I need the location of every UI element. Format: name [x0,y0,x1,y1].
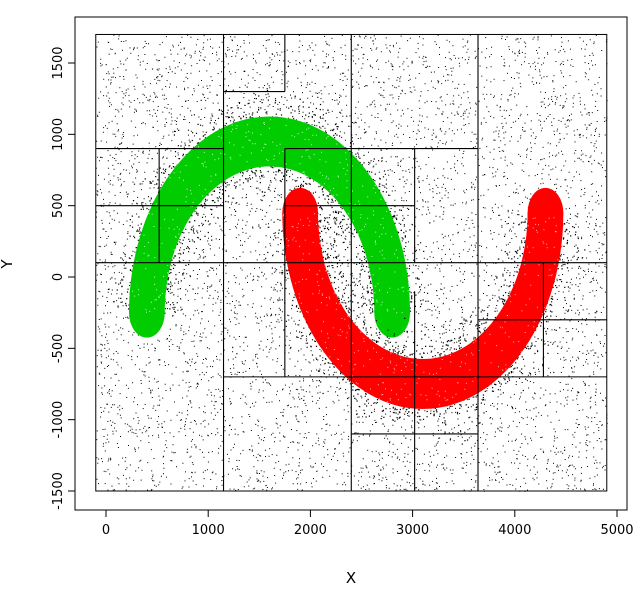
x-axis-title: X [346,569,356,587]
noise-points-layer [95,34,608,492]
x-tick-label: 0 [102,523,110,538]
y-tick-label: -1000 [51,401,66,439]
y-tick-label: 1500 [51,46,66,79]
x-tick-label: 4000 [498,523,531,538]
lower-moon-layer [259,187,586,452]
lower-moon-cap-1 [527,187,564,238]
noise-point-cloud [95,34,608,492]
y-tick-label: 0 [51,273,66,281]
x-tick-label: 5000 [600,523,633,538]
upper-moon-cap-0 [374,287,411,338]
y-tick-label: 500 [51,193,66,218]
lower-moon-cap-0 [282,187,319,238]
lower-moon-band [282,212,564,409]
partition-lines-layer [95,34,607,491]
x-tick-label: 1000 [192,523,225,538]
y-tick-label: -1500 [51,472,66,510]
x-axis: 0 1000 2000 3000 4000 5000 [102,509,634,538]
upper-moon-band [129,116,410,313]
y-tick-label: 1000 [51,118,66,151]
y-tick-label: -500 [51,334,66,364]
y-axis: -1500 -1000 -500 0 500 1000 1500 [51,46,76,510]
x-tick-label: 2000 [294,523,327,538]
upper-moon-layer [108,88,438,338]
y-axis-title: Y [0,259,16,270]
x-tick-label: 3000 [396,523,429,538]
